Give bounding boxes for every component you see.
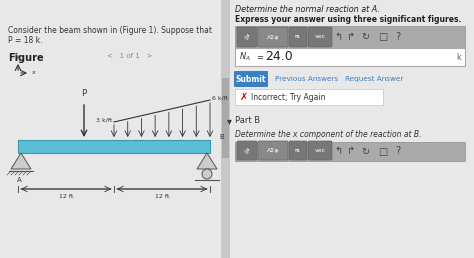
FancyBboxPatch shape	[258, 141, 288, 160]
Text: Express your answer using three significant figures.: Express your answer using three signific…	[235, 15, 461, 24]
Text: √ƒ̅: √ƒ̅	[244, 148, 250, 154]
Text: Figure: Figure	[8, 53, 44, 63]
Text: P: P	[82, 89, 87, 98]
Text: Request Answer: Request Answer	[345, 76, 403, 82]
Text: B: B	[219, 134, 224, 140]
Polygon shape	[11, 153, 31, 169]
Text: P = 18 k.: P = 18 k.	[8, 36, 43, 45]
Bar	[222, 78, 229, 158]
Text: ✗: ✗	[240, 92, 248, 102]
Text: ?: ?	[395, 32, 401, 42]
FancyBboxPatch shape	[237, 27, 257, 47]
Text: vec: vec	[314, 35, 326, 39]
Text: ?: ?	[395, 147, 401, 157]
Text: 12 ft: 12 ft	[59, 194, 73, 199]
Text: $N_A$: $N_A$	[239, 51, 251, 63]
Text: ↰: ↰	[334, 147, 342, 157]
Text: Previous Answers: Previous Answers	[275, 76, 338, 82]
FancyBboxPatch shape	[237, 141, 257, 160]
Text: πι: πι	[295, 148, 301, 153]
Text: k: k	[456, 52, 461, 61]
Text: ↱: ↱	[347, 147, 355, 157]
Text: Determine the x component of the reaction at B.: Determine the x component of the reactio…	[235, 130, 421, 139]
Text: □: □	[378, 32, 388, 42]
Text: 6 k/ft: 6 k/ft	[212, 95, 228, 101]
Circle shape	[202, 169, 212, 179]
Bar	[230, 0, 474, 258]
Text: ↻: ↻	[361, 147, 369, 157]
Text: Submit: Submit	[236, 75, 266, 84]
Text: Determine the normal reaction at A.: Determine the normal reaction at A.	[235, 5, 380, 14]
Polygon shape	[197, 153, 217, 169]
Text: A: A	[17, 177, 21, 183]
Bar	[221, 0, 230, 258]
Text: AΣφ: AΣφ	[267, 35, 279, 39]
Bar	[235, 89, 383, 105]
Text: ▾: ▾	[227, 116, 232, 126]
FancyBboxPatch shape	[289, 27, 307, 47]
Text: ↱: ↱	[347, 32, 355, 42]
Text: 12 ft: 12 ft	[155, 194, 169, 199]
Text: ↻: ↻	[361, 32, 369, 42]
Bar	[235, 48, 465, 66]
Text: Incorrect; Try Again: Incorrect; Try Again	[251, 93, 326, 101]
Bar	[0, 0, 230, 258]
Text: <   1 of 1   >: < 1 of 1 >	[107, 53, 153, 59]
Text: Part B: Part B	[235, 116, 260, 125]
FancyBboxPatch shape	[258, 27, 288, 47]
Text: 3 k/ft: 3 k/ft	[96, 117, 112, 123]
Bar	[235, 26, 465, 48]
Bar	[18, 140, 210, 153]
Text: 24.0: 24.0	[265, 51, 293, 63]
FancyBboxPatch shape	[234, 71, 268, 87]
Bar	[235, 142, 465, 161]
Text: x: x	[32, 70, 36, 76]
Text: πι: πι	[295, 35, 301, 39]
Text: □: □	[378, 147, 388, 157]
FancyBboxPatch shape	[289, 141, 307, 160]
Text: Consider the beam shown in (Figure 1). Suppose that: Consider the beam shown in (Figure 1). S…	[8, 26, 212, 35]
Text: =: =	[257, 52, 266, 61]
Text: √ƒ̅: √ƒ̅	[244, 34, 250, 40]
FancyBboxPatch shape	[308, 141, 332, 160]
Text: Express your answer using three significant figures.: Express your answer using three signific…	[235, 142, 461, 151]
Text: y: y	[16, 54, 20, 59]
Text: ↰: ↰	[334, 32, 342, 42]
Text: vec: vec	[314, 148, 326, 153]
FancyBboxPatch shape	[308, 27, 332, 47]
Text: AΣφ: AΣφ	[267, 148, 279, 153]
